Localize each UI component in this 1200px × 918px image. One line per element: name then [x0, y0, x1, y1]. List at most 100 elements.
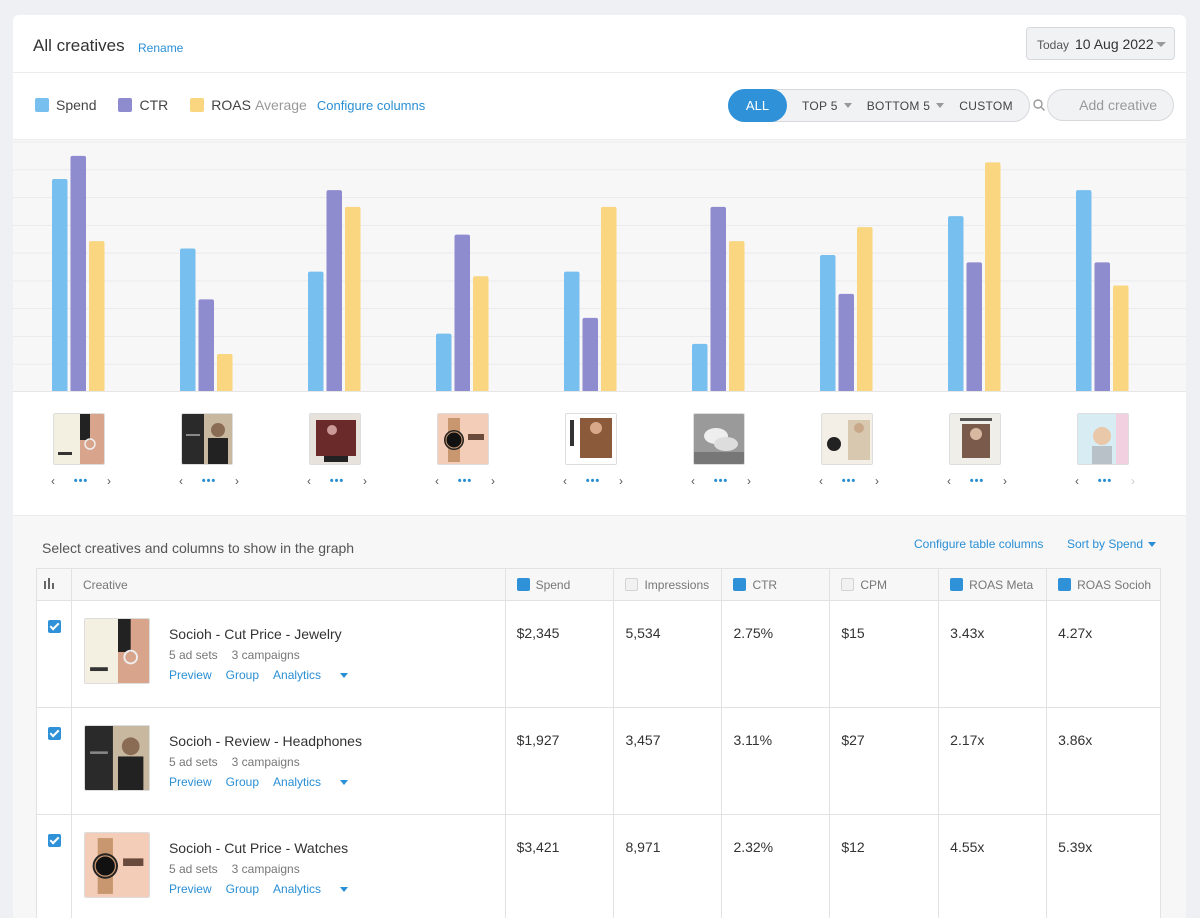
- thumb-nav-3[interactable]: ‹ ••• ›: [307, 474, 367, 488]
- thumb-nav-7[interactable]: ‹ ••• ›: [819, 474, 879, 488]
- roas-meta-cell: 4.55x: [938, 814, 1048, 918]
- header-roas-socioh[interactable]: ROAS Socioh: [1046, 568, 1161, 601]
- bar-ctr-5[interactable]: [582, 317, 599, 392]
- filter-custom[interactable]: CUSTOM: [959, 99, 1013, 113]
- date-selector[interactable]: Today 10 Aug 2022: [1026, 27, 1175, 60]
- bar-spend-2[interactable]: [180, 248, 196, 392]
- checkbox-checked[interactable]: [950, 578, 964, 591]
- bar-ctr-6[interactable]: [710, 206, 727, 392]
- checkbox-checked[interactable]: [516, 578, 530, 591]
- group-link[interactable]: Group: [225, 775, 260, 789]
- header-roas-meta[interactable]: ROAS Meta: [938, 568, 1048, 601]
- bar-spend-1[interactable]: [52, 179, 68, 392]
- configure-columns-link[interactable]: Configure columns: [316, 97, 426, 113]
- bar-roas-8[interactable]: [985, 162, 1001, 392]
- creative-image-watches[interactable]: [83, 832, 150, 898]
- creative-cell: Socioh - Cut Price - Watches 5 ad sets 3 …: [70, 814, 506, 918]
- thumb-nav-4[interactable]: ‹ ••• ›: [435, 474, 495, 488]
- analytics-dropdown[interactable]: Analytics: [273, 882, 349, 896]
- bar-ctr-2[interactable]: [198, 299, 215, 392]
- bar-roas-7[interactable]: [857, 227, 873, 392]
- group-link[interactable]: Group: [225, 668, 260, 682]
- rename-link[interactable]: Rename: [138, 41, 184, 55]
- bar-ctr-1[interactable]: [70, 155, 87, 392]
- bar-spend-9[interactable]: [1076, 190, 1092, 392]
- row-select-cell: [36, 707, 72, 815]
- checkbox-checked[interactable]: [733, 578, 747, 591]
- add-creative-button[interactable]: Add creative: [1047, 89, 1174, 121]
- row-checkbox[interactable]: [48, 620, 61, 633]
- thumb-headphones[interactable]: [181, 413, 233, 465]
- thumb-sale[interactable]: [565, 413, 617, 465]
- thumb-season-sale[interactable]: [821, 413, 873, 465]
- filter-bottom5[interactable]: BOTTOM 5: [867, 99, 945, 113]
- bar-ctr-9[interactable]: [1094, 262, 1111, 392]
- thumb-watches[interactable]: [437, 413, 489, 465]
- legend-spend[interactable]: Spend: [35, 97, 96, 113]
- table-row: Socioh - Cut Price - Watches 5 ad sets 3 …: [36, 814, 1161, 918]
- filter-top5-label: TOP 5: [802, 98, 838, 113]
- bar-ctr-4[interactable]: [454, 234, 471, 392]
- creative-image-jewelry[interactable]: [83, 618, 150, 684]
- thumb-nav-6[interactable]: ‹ ••• ›: [691, 474, 751, 488]
- filter-bottom5-label: BOTTOM 5: [866, 98, 931, 113]
- creative-image-headphones[interactable]: [83, 725, 150, 791]
- search-icon[interactable]: [1032, 98, 1046, 112]
- header-cpm[interactable]: CPM: [829, 568, 940, 601]
- thumb-limited-stock[interactable]: [949, 413, 1001, 465]
- bar-roas-1[interactable]: [89, 241, 105, 392]
- ctr-cell: 2.75%: [721, 600, 831, 708]
- bar-roas-3[interactable]: [345, 206, 361, 392]
- header-spend[interactable]: Spend: [504, 568, 615, 601]
- thumb-kids[interactable]: [1077, 413, 1129, 465]
- bar-roas-2[interactable]: [217, 354, 233, 392]
- thumb-sneakers[interactable]: [693, 413, 745, 465]
- bar-spend-5[interactable]: [564, 271, 580, 392]
- thumb-nav-2[interactable]: ‹ ••• ›: [179, 474, 239, 488]
- analytics-dropdown[interactable]: Analytics: [273, 775, 349, 789]
- chevron-down-icon: [1156, 42, 1166, 47]
- bar-spend-7[interactable]: [820, 254, 836, 392]
- checkbox-unchecked[interactable]: [625, 578, 639, 591]
- filter-top5[interactable]: TOP 5: [802, 99, 852, 113]
- bar-ctr-7[interactable]: [838, 293, 855, 392]
- chart-legend: Spend CTR ROAS Average Configure columns: [35, 97, 425, 113]
- thumb-nav-9[interactable]: ‹ ••• ›: [1075, 474, 1135, 488]
- thumb-fashion[interactable]: [309, 413, 361, 465]
- preview-link[interactable]: Preview: [168, 668, 212, 682]
- analytics-dropdown[interactable]: Analytics: [273, 668, 349, 682]
- bar-spend-3[interactable]: [308, 271, 324, 392]
- bar-ctr-3[interactable]: [326, 190, 343, 392]
- bar-ctr-8[interactable]: [966, 262, 983, 392]
- bar-spend-6[interactable]: [692, 343, 708, 392]
- thumb-jewelry[interactable]: [53, 413, 105, 465]
- bar-roas-5[interactable]: [601, 206, 617, 392]
- chevron-down-icon: [936, 103, 945, 108]
- configure-table-columns-link[interactable]: Configure table columns: [914, 537, 1044, 551]
- ad-sets-count: 5 ad sets: [168, 862, 218, 876]
- thumb-nav-1[interactable]: ‹ ••• ›: [51, 474, 111, 488]
- thumb-nav-8[interactable]: ‹ ••• ›: [947, 474, 1007, 488]
- bar-spend-8[interactable]: [948, 216, 964, 392]
- thumb-nav-5[interactable]: ‹ ••• ›: [563, 474, 623, 488]
- ad-sets-count: 5 ad sets: [168, 755, 218, 769]
- checkbox-checked[interactable]: [1058, 578, 1072, 591]
- legend-roas[interactable]: ROAS Average: [190, 97, 307, 113]
- row-checkbox[interactable]: [48, 834, 61, 847]
- legend-ctr[interactable]: CTR: [118, 97, 168, 113]
- creative-cell: Socioh - Review - Headphones 5 ad sets 3 …: [70, 707, 506, 815]
- group-link[interactable]: Group: [225, 882, 260, 896]
- sort-by-dropdown[interactable]: Sort by Spend: [1067, 537, 1157, 551]
- bar-spend-4[interactable]: [436, 333, 452, 392]
- bar-roas-6[interactable]: [729, 241, 745, 392]
- bar-roas-9[interactable]: [1113, 285, 1129, 392]
- header-creative[interactable]: Creative: [70, 568, 506, 601]
- bar-roas-4[interactable]: [473, 276, 489, 392]
- filter-all[interactable]: ALL: [728, 89, 787, 122]
- preview-link[interactable]: Preview: [168, 882, 212, 896]
- header-ctr[interactable]: CTR: [721, 568, 831, 601]
- preview-link[interactable]: Preview: [168, 775, 212, 789]
- row-checkbox[interactable]: [48, 727, 61, 740]
- header-impressions[interactable]: Impressions: [613, 568, 723, 601]
- checkbox-unchecked[interactable]: [841, 578, 855, 591]
